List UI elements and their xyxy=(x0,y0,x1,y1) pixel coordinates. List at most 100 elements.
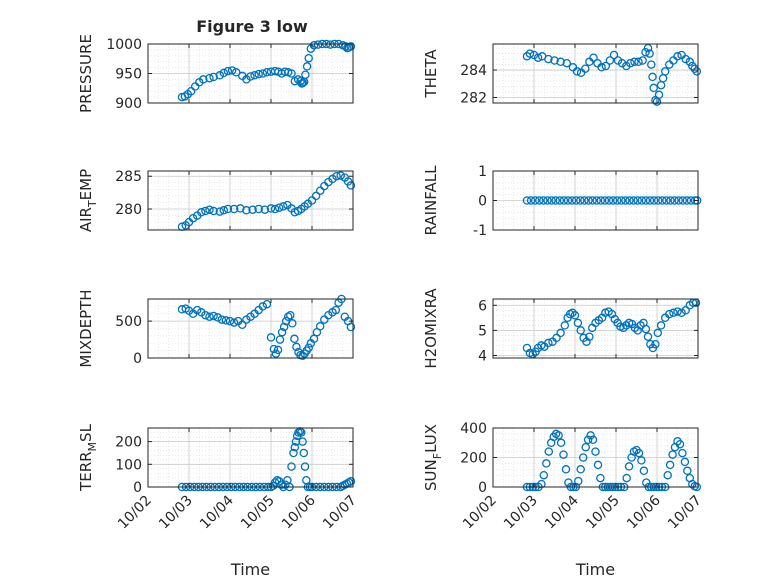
data-point xyxy=(576,196,585,205)
data-point xyxy=(526,196,536,205)
data-point xyxy=(639,466,649,476)
axes-box xyxy=(147,170,354,231)
data-point xyxy=(608,196,618,205)
data-point xyxy=(197,208,206,217)
data-point xyxy=(287,462,296,471)
data-point xyxy=(336,171,345,180)
data-point xyxy=(277,480,286,489)
data-point xyxy=(539,470,549,480)
data-point xyxy=(576,465,585,474)
data-point xyxy=(544,54,553,64)
data-point xyxy=(346,181,356,190)
data-point xyxy=(600,196,610,205)
panel-h2omixra: 4 5 6 H2OMIXRA xyxy=(422,288,701,369)
data-point xyxy=(313,40,323,49)
y-axis-label: MIXDEPTH xyxy=(77,289,95,367)
data-point xyxy=(326,40,335,49)
data-point xyxy=(593,460,603,470)
x-tick-label: 10/03 xyxy=(501,493,541,533)
data-point xyxy=(626,58,635,68)
data-point xyxy=(688,61,697,71)
data-point xyxy=(589,53,598,62)
figure-title: Figure 3 low xyxy=(196,17,308,36)
data-point xyxy=(692,196,702,205)
data-point xyxy=(283,312,293,321)
data-point xyxy=(290,334,299,344)
data-point xyxy=(535,196,544,205)
data-point xyxy=(581,64,590,73)
y-tick-label: 6 xyxy=(478,298,487,314)
data-point xyxy=(668,450,677,459)
data-point xyxy=(556,328,565,338)
panel-rainfall: -1 0 1 RAINFALL xyxy=(422,164,702,239)
data-point xyxy=(601,61,611,71)
data-point xyxy=(617,58,627,68)
panel-sun_flux: 0 200 400 SUNFLUX 10/02 10/03 10/04 10/05 10/06 1… xyxy=(422,421,705,579)
data-point xyxy=(622,321,631,330)
data-point xyxy=(682,196,692,205)
data-point xyxy=(629,196,638,205)
data-point xyxy=(560,321,570,330)
data-point xyxy=(279,202,288,211)
data-point xyxy=(332,171,341,181)
data-point xyxy=(605,56,615,65)
data-point xyxy=(660,67,670,76)
data-point xyxy=(215,207,225,216)
data-point xyxy=(638,56,647,65)
data-point xyxy=(653,328,663,338)
data-point xyxy=(583,435,593,445)
data-point xyxy=(651,339,660,349)
data-point xyxy=(559,450,568,459)
data-point xyxy=(543,196,552,205)
y-tick-label: 0 xyxy=(478,194,487,210)
data-point xyxy=(300,462,310,471)
axes-box xyxy=(492,298,699,359)
data-point xyxy=(209,206,218,216)
y-axis-label: AIRTEMP xyxy=(77,169,99,232)
data-point xyxy=(654,90,664,100)
data-point xyxy=(663,470,672,480)
data-point xyxy=(298,351,307,361)
panel-air_temp: 280 285 AIRTEMP xyxy=(77,169,356,232)
data-point xyxy=(559,196,569,205)
data-point xyxy=(525,49,535,58)
data-point xyxy=(258,69,268,78)
data-point xyxy=(254,69,263,79)
data-point xyxy=(217,315,227,324)
data-point xyxy=(649,196,659,205)
data-point xyxy=(555,196,565,205)
data-point xyxy=(653,196,663,205)
data-point xyxy=(581,442,590,452)
data-point xyxy=(274,203,284,212)
data-point xyxy=(539,196,548,205)
data-point xyxy=(269,344,279,354)
y-tick-label: 0 xyxy=(133,351,142,367)
data-point xyxy=(225,316,235,326)
data-point xyxy=(571,196,581,205)
data-point xyxy=(685,57,695,67)
data-point xyxy=(637,196,647,205)
data-point xyxy=(586,431,595,440)
data-point xyxy=(205,205,214,214)
data-point xyxy=(231,68,241,77)
data-point xyxy=(551,196,560,205)
y-tick-label: 284 xyxy=(460,63,487,79)
x-tick-label: 10/06 xyxy=(624,492,664,532)
axes-box xyxy=(492,43,699,104)
axes-box xyxy=(147,427,354,488)
data-point xyxy=(643,332,653,341)
x-tick-label: 10/05 xyxy=(238,493,278,533)
data-point xyxy=(678,448,687,458)
y-axis-label: THETA xyxy=(422,49,440,99)
data-point xyxy=(596,473,605,483)
data-point xyxy=(675,439,685,449)
plot-area xyxy=(148,171,353,230)
data-point xyxy=(346,322,356,332)
data-point xyxy=(262,299,272,309)
data-point xyxy=(331,305,341,315)
y-tick-label: 200 xyxy=(115,435,142,451)
data-point xyxy=(670,196,679,205)
x-tick-label: 10/02 xyxy=(460,493,500,533)
data-point xyxy=(580,196,589,205)
